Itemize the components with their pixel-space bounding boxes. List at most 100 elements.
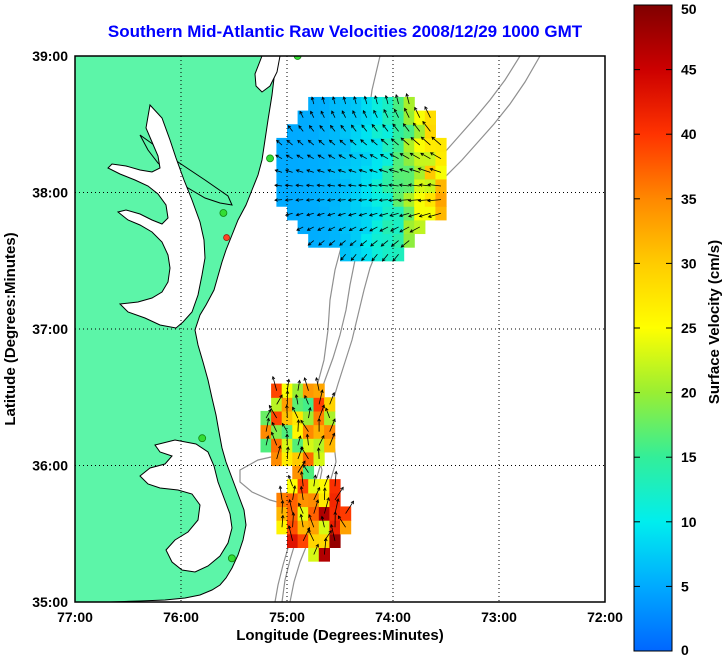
velocity-arrow [317,154,325,160]
velocity-arrow [296,212,304,216]
velocity-arrow-head [363,95,368,100]
velocity-arrow-head [388,183,393,187]
velocity-arrow-head [292,485,297,489]
velocity-arrow [310,111,315,118]
velocity-arrow [338,199,346,201]
velocity-arrow [403,123,410,132]
velocity-arrow-head [296,154,301,158]
velocity-arrow [371,253,378,262]
velocity-cell [308,533,320,548]
velocity-arrow [292,485,296,500]
velocity-arrow [379,199,389,201]
velocity-arrow [369,226,378,232]
velocity-arrow [311,97,315,105]
velocity-arrow-head [331,432,336,437]
velocity-arrow [304,377,309,391]
y-tick-label: 38:00 [32,185,68,201]
velocity-arrow-head [388,198,392,203]
velocity-arrow [285,169,293,173]
velocity-cell [361,110,373,125]
velocity-arrow-head [299,513,304,518]
velocity-arrow [322,97,325,105]
velocity-arrow-head [268,408,272,413]
velocity-arrow-head [331,110,335,115]
velocity-arrow [296,199,304,201]
velocity-arrow [385,95,389,105]
velocity-arrow [288,525,293,541]
velocity-arrow-head [378,183,382,187]
velocity-arrow-head [362,109,367,114]
velocity-arrow [381,138,389,146]
velocity-arrow [370,154,378,160]
velocity-arrow [286,140,293,146]
velocity-arrow-head [370,243,374,247]
velocity-arrow [351,124,357,132]
velocity-arrow-head [420,136,425,141]
velocity-arrow-head [320,389,324,394]
velocity-arrow-head [418,183,423,187]
velocity-arrow-head [338,154,343,158]
velocity-arrow-head [334,470,338,475]
velocity-arrow-head [337,183,342,188]
velocity-arrow-head [348,213,352,217]
velocity-arrow [400,137,410,146]
velocity-arrow-head [302,460,306,465]
velocity-arrow-head [349,139,354,143]
velocity-cell [308,233,320,248]
velocity-arrow [296,226,304,231]
velocity-cell [361,165,373,180]
velocity-arrow [382,124,389,132]
velocity-arrow-head [383,109,387,113]
velocity-arrow-head [274,169,279,173]
velocity-cell [281,424,293,439]
colorbar-tick-label: 0 [681,642,689,658]
y-tick-label: 36:00 [32,458,68,474]
velocity-arrow-head [389,213,394,217]
pamlico-sound [139,439,233,573]
velocity-arrow [418,168,431,173]
velocity-arrow [389,184,399,187]
map-title: Southern Mid-Atlantic Raw Velocities 200… [107,22,583,41]
velocity-arrow [338,515,346,528]
velocity-arrow-head [280,499,285,504]
velocity-arrow-head [295,212,300,217]
velocity-arrow-head [317,154,322,158]
velocity-arrow [288,475,293,487]
velocity-arrow [334,498,339,514]
velocity-arrow-head [399,153,404,157]
velocity-arrow [409,168,420,173]
velocity-arrow [413,122,421,132]
velocity-arrow [334,487,344,501]
velocity-arrow-head [270,431,275,436]
velocity-arrow-head [306,526,311,531]
velocity-arrow [324,530,332,542]
velocity-arrow-head [326,183,331,188]
y-tick-label: 35:00 [32,594,68,610]
velocity-arrow [315,377,320,391]
velocity-arrow [391,138,399,146]
velocity-arrow-head [348,227,353,231]
velocity-arrow-head [368,213,373,217]
velocity-arrow-head [389,153,394,157]
velocity-arrow-head [398,183,403,187]
velocity-arrow [297,380,301,391]
velocity-arrow-head [316,198,321,202]
velocity-arrow-head [360,139,364,143]
velocity-cell [308,520,320,535]
velocity-arrow-head [271,375,276,380]
velocity-arrow-head [298,125,302,129]
velocity-arrow-head [280,514,285,519]
velocity-arrow [285,184,293,187]
velocity-cell [414,165,426,180]
y-axis-ticks: 39:00 38:00 37:00 36:00 35:00 [32,48,68,610]
velocity-arrow-head [318,139,322,144]
velocity-arrow [327,212,336,216]
velocity-arrow-head [429,152,434,156]
colorbar-tick-label: 15 [681,449,697,465]
velocity-arrow [388,199,399,201]
velocity-arrow-head [335,498,340,502]
velocity-arrow [392,123,399,132]
velocity-arrow [381,240,389,247]
